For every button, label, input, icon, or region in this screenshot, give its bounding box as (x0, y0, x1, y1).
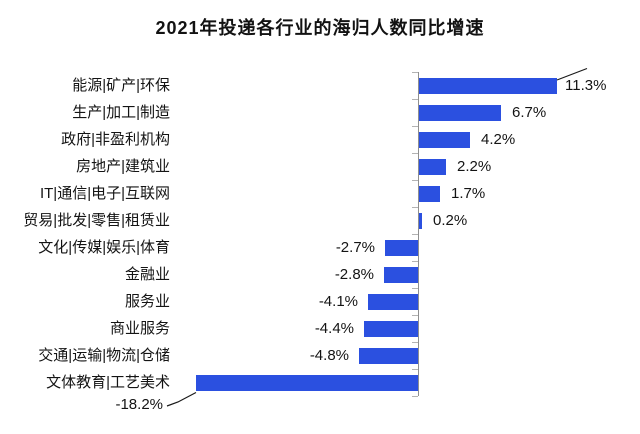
axis-tick (412, 126, 418, 127)
axis-tick (412, 396, 418, 397)
value-label: -18.2% (115, 396, 163, 413)
value-label: 2.2% (457, 158, 492, 175)
axis-tick (412, 342, 418, 343)
bar (419, 131, 470, 148)
value-label: 4.2% (481, 131, 516, 148)
axis-tick (412, 99, 418, 100)
value-label: 6.7% (512, 104, 547, 121)
value-label: -4.1% (318, 293, 358, 310)
category-label: 服务业 (124, 293, 170, 310)
value-label: -2.7% (335, 239, 375, 256)
bar (419, 185, 440, 202)
axis-tick (412, 369, 418, 370)
value-label: 1.7% (451, 185, 486, 202)
bar (368, 293, 418, 310)
bar (385, 239, 418, 256)
category-label: 贸易|批发|零售|租赁业 (23, 212, 170, 229)
category-label: 生产|加工|制造 (72, 104, 170, 121)
category-label: 房地产|建筑业 (76, 158, 170, 175)
value-label: 11.3% (565, 77, 607, 94)
axis-tick (412, 180, 418, 181)
category-label: 能源|矿产|环保 (72, 77, 170, 94)
category-label: 商业服务 (109, 320, 170, 337)
axis-tick (412, 153, 418, 154)
bar (419, 104, 501, 121)
y-axis-line (418, 72, 419, 396)
category-label: 金融业 (124, 266, 170, 283)
bar (364, 320, 418, 337)
bar (419, 77, 557, 94)
category-label: 政府|非盈利机构 (61, 131, 170, 148)
value-label: 0.2% (433, 212, 468, 229)
axis-tick (412, 315, 418, 316)
bar (196, 374, 418, 391)
axis-tick (412, 288, 418, 289)
axis-tick (412, 72, 418, 73)
bar (384, 266, 418, 283)
bar (359, 347, 418, 364)
bar (419, 158, 446, 175)
value-label: -4.4% (314, 320, 354, 337)
callout-line-bottom (166, 391, 197, 407)
category-label: 交通|运输|物流|仓储 (38, 347, 170, 364)
value-label: -2.8% (334, 266, 374, 283)
category-label: 文化|传媒|娱乐|体育 (38, 239, 170, 256)
category-label: IT|通信|电子|互联网 (39, 185, 170, 202)
category-label: 文体教育|工艺美术 (46, 374, 170, 391)
axis-tick (412, 207, 418, 208)
chart-title: 2021年投递各行业的海归人数同比增速 (155, 18, 485, 38)
value-label: -4.8% (309, 347, 349, 364)
axis-tick (412, 234, 418, 235)
bar (419, 212, 422, 229)
axis-tick (412, 261, 418, 262)
